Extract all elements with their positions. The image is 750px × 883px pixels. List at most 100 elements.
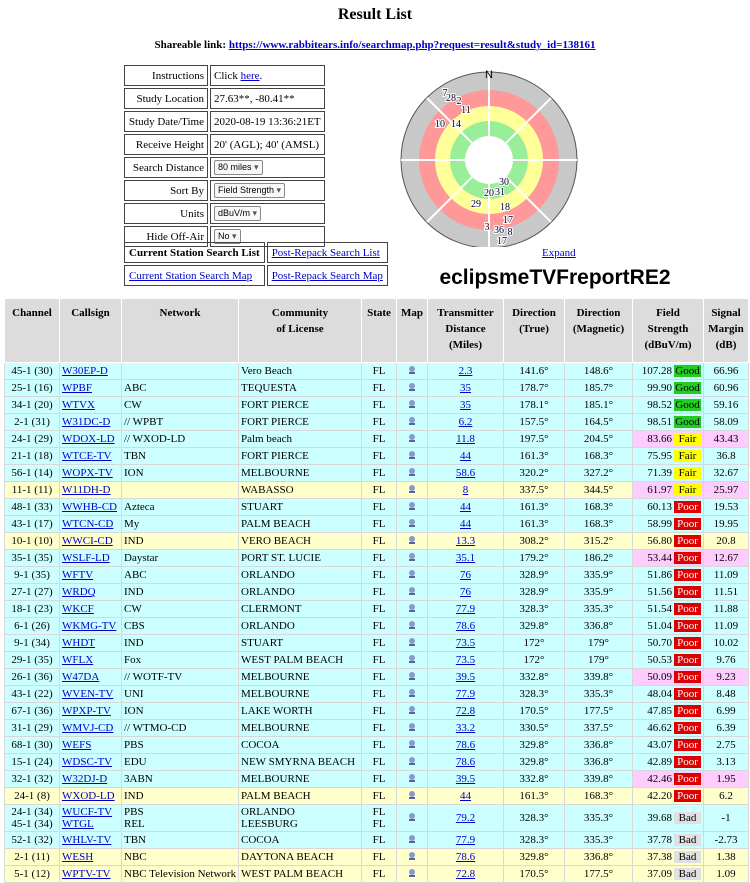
distance[interactable]: 79.2 [455,812,476,824]
callsign[interactable]: WRDQ [62,586,96,598]
callsign[interactable]: W32DJ-D [62,773,108,785]
map-icon[interactable] [407,518,417,528]
callsign[interactable]: WPBF [62,382,92,394]
map-icon[interactable] [407,382,417,392]
distance[interactable]: 78.6 [455,851,476,863]
distance[interactable]: 35 [460,399,471,411]
distance[interactable]: 77.9 [455,834,476,846]
map-icon[interactable] [407,739,417,749]
callsign[interactable]: WHLV-TV [62,834,112,846]
button-link[interactable]: Post-Repack Search List [271,246,380,259]
map-icon[interactable] [407,637,417,647]
callsign[interactable]: WDOX-LD [62,433,115,445]
distance[interactable]: 78.6 [455,620,476,632]
distance[interactable]: 8 [462,484,469,496]
callsign[interactable]: WWHB-CD [62,501,117,513]
map-icon[interactable] [407,416,417,426]
map-icon[interactable] [407,450,417,460]
callsign[interactable]: WTVX [62,399,95,411]
distance[interactable]: 72.8 [455,868,476,880]
callsign[interactable]: WUCF-TV [62,806,113,818]
map-icon[interactable] [407,501,417,511]
distance[interactable]: 11.8 [456,433,475,445]
map-icon[interactable] [407,671,417,681]
map-icon[interactable] [407,365,417,375]
distance[interactable]: 78.6 [455,739,476,751]
select[interactable]: dBuV/m [214,206,262,221]
map-icon[interactable] [407,851,417,861]
map-icon[interactable] [407,868,417,878]
distance[interactable]: 2.3 [458,365,473,377]
map-icon[interactable] [407,812,417,822]
callsign[interactable]: WFLX [62,654,94,666]
distance[interactable]: 35 [460,382,471,394]
map-icon[interactable] [407,773,417,783]
callsign[interactable]: WPTV-TV [62,868,111,880]
distance[interactable]: 44 [460,501,471,513]
expand-link[interactable]: Expand [542,247,576,259]
distance[interactable]: 35.1 [455,552,476,564]
distance[interactable]: 77.9 [455,688,476,700]
distance[interactable]: 33.2 [455,722,476,734]
select[interactable]: 80 miles [214,160,263,175]
distance[interactable]: 73.5 [455,637,476,649]
select[interactable]: No [214,229,241,244]
distance[interactable]: 77.9 [455,603,476,615]
callsign[interactable]: WHDT [62,637,95,649]
map-icon[interactable] [407,552,417,562]
distance[interactable]: 6.2 [458,416,473,428]
distance[interactable]: 44 [460,450,471,462]
button-link[interactable]: Current Station Search Map [129,269,253,282]
callsign[interactable]: WDSC-TV [62,756,113,768]
map-icon[interactable] [407,654,417,664]
map-icon[interactable] [407,620,417,630]
map-icon[interactable] [407,399,417,409]
map-icon[interactable] [407,586,417,596]
callsign[interactable]: WXOD-LD [62,790,115,802]
map-icon[interactable] [407,569,417,579]
callsign[interactable]: W30EP-D [62,365,108,377]
callsign[interactable]: WESH [62,851,94,863]
distance[interactable]: 72.8 [455,705,476,717]
button-link[interactable]: Post-Repack Search Map [271,269,383,282]
distance[interactable]: 39.5 [455,773,476,785]
distance[interactable]: 76 [460,569,471,581]
map-icon[interactable] [407,603,417,613]
callsign[interactable]: WWCI-CD [62,535,113,547]
callsign[interactable]: WSLF-LD [62,552,110,564]
distance[interactable]: 58.6 [455,467,476,479]
map-icon[interactable] [407,484,417,494]
distance[interactable]: 78.6 [455,756,476,768]
map-icon[interactable] [407,705,417,715]
map-icon[interactable] [407,790,417,800]
callsign[interactable]: W31DC-D [62,416,111,428]
callsign[interactable]: W47DA [62,671,100,683]
distance[interactable]: 44 [460,518,471,530]
map-icon[interactable] [407,467,417,477]
callsign[interactable]: WPXP-TV [62,705,111,717]
callsign[interactable]: WTGL [62,818,94,830]
map-icon[interactable] [407,722,417,732]
map-icon[interactable] [407,433,417,443]
map-icon[interactable] [407,535,417,545]
callsign[interactable]: WVEN-TV [62,688,114,700]
link[interactable]: here [240,69,260,82]
distance[interactable]: 76 [460,586,471,598]
share-link[interactable]: https://www.rabbitears.info/searchmap.ph… [228,39,596,51]
map-icon[interactable] [407,688,417,698]
distance[interactable]: 39.5 [455,671,476,683]
distance[interactable]: 44 [460,790,471,802]
callsign[interactable]: WTCE-TV [62,450,112,462]
callsign[interactable]: WOPX-TV [62,467,113,479]
callsign[interactable]: WFTV [62,569,94,581]
callsign[interactable]: WEFS [62,739,92,751]
distance[interactable]: 13.3 [455,535,476,547]
callsign[interactable]: WKCF [62,603,94,615]
map-icon[interactable] [407,834,417,844]
map-icon[interactable] [407,756,417,766]
callsign[interactable]: WKMG-TV [62,620,117,632]
select[interactable]: Field Strength [214,183,286,198]
callsign[interactable]: WMVJ-CD [62,722,114,734]
distance[interactable]: 73.5 [455,654,476,666]
callsign[interactable]: W11DH-D [62,484,111,496]
